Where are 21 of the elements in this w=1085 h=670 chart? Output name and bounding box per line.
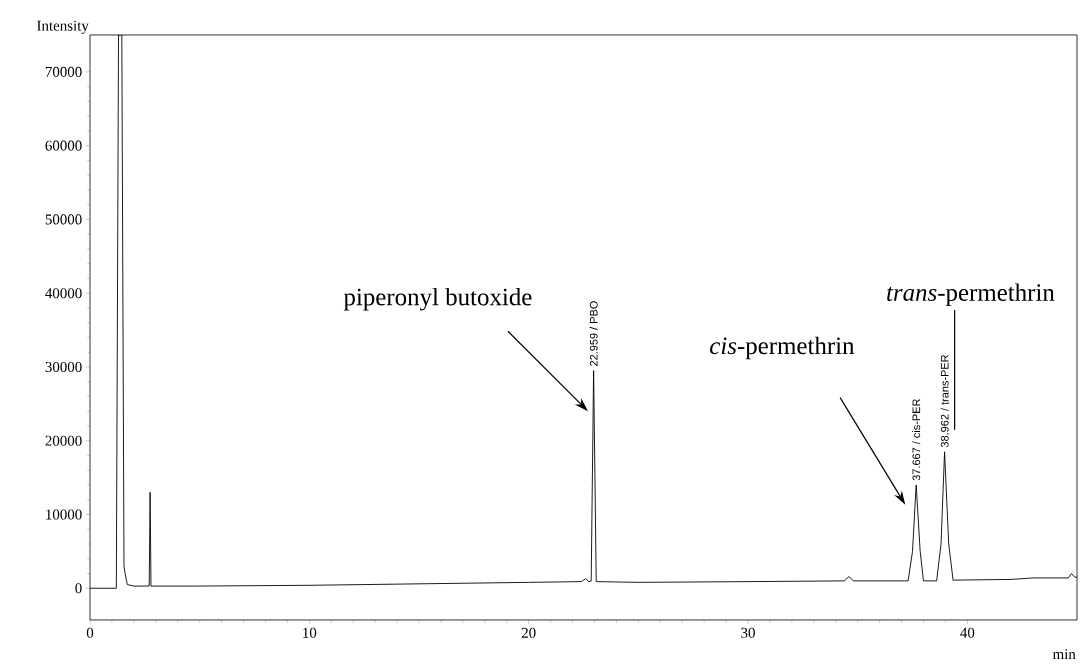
y-tick-label: 20000	[45, 435, 82, 446]
x-axis-title: min	[1052, 649, 1076, 660]
x-tick-label: 40	[960, 627, 975, 638]
y-axis-title: Intensity	[37, 20, 89, 34]
annotation: piperonyl butoxide	[343, 287, 532, 311]
annotation: cis-permethrin	[710, 336, 855, 360]
x-tick-label: 10	[303, 627, 317, 638]
y-tick-label: 70000	[45, 66, 82, 77]
annotation: 37.667 / cis-PER	[912, 399, 921, 481]
annotation: 38.962 / trans-PER	[940, 354, 949, 448]
annotation: 22.959 / PBO	[589, 301, 598, 366]
y-tick-label: 0	[75, 583, 82, 594]
y-tick-label: 60000	[45, 140, 82, 151]
x-tick-label: 20	[521, 627, 536, 638]
annotation: trans-permethrin	[887, 283, 1055, 307]
y-tick-label: 30000	[45, 361, 82, 372]
y-tick-label: 50000	[45, 214, 82, 225]
y-tick-label: 40000	[45, 288, 82, 299]
x-tick-label: 30	[741, 627, 755, 638]
y-tick-label: 10000	[46, 509, 82, 520]
x-tick-label: 0	[86, 627, 94, 638]
